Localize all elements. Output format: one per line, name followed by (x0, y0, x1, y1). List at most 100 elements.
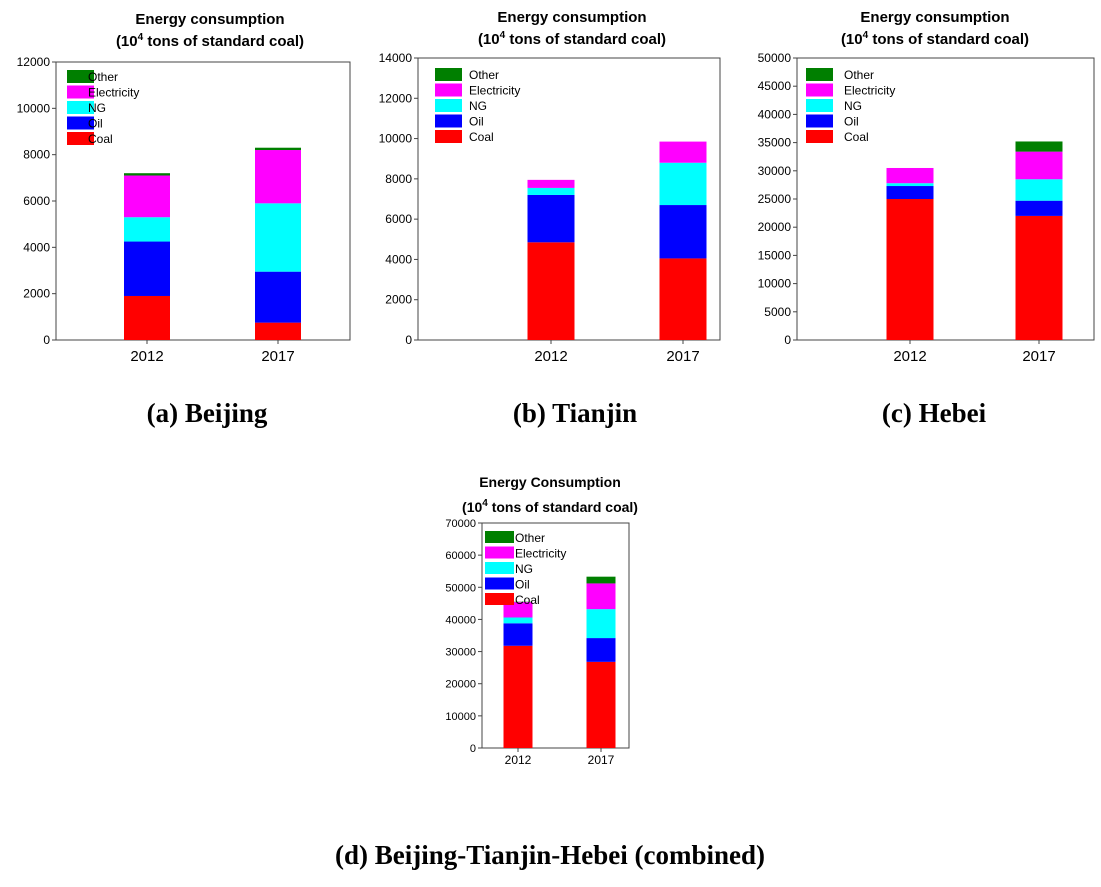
legend-swatch-other (806, 68, 833, 81)
bar-2017-electricity (1015, 151, 1063, 180)
y-tick-label: 2000 (385, 293, 412, 307)
bar-2012-ng (527, 187, 575, 195)
legend-label-electricity: Electricity (844, 84, 895, 98)
y-tick-label: 45000 (758, 79, 792, 93)
bar-2012-electricity (124, 175, 170, 218)
bar-2017-ng (659, 162, 707, 206)
legend-swatch-oil (67, 116, 94, 130)
legend-swatch-other (485, 531, 514, 543)
x-tick-label: 2012 (534, 348, 567, 365)
legend-label-other: Other (88, 70, 118, 84)
y-tick-label: 25000 (758, 192, 792, 206)
chart-title: Energy consumption (860, 9, 1009, 26)
y-tick-label: 12000 (17, 55, 51, 69)
x-tick-label: 2012 (893, 348, 926, 365)
y-tick-label: 0 (43, 333, 50, 347)
bar-2017-coal (659, 258, 707, 340)
bar-2017-oil (586, 638, 616, 662)
chart-title: Energy consumption (135, 11, 284, 28)
legend-swatch-coal (806, 130, 833, 143)
x-tick-label: 2017 (1022, 348, 1055, 365)
chart-subtitle: (104 tons of standard coal) (478, 30, 666, 48)
y-tick-label: 30000 (445, 647, 476, 659)
bar-2017-other (1015, 141, 1063, 152)
bar-2017-electricity (586, 583, 616, 610)
caption-tianjin: (b) Tianjin (512, 398, 638, 428)
bar-2012-other (124, 173, 170, 176)
legend-swatch-electricity (806, 83, 833, 97)
bar-2012-oil (124, 241, 170, 296)
legend-label-ng: NG (515, 562, 533, 576)
y-tick-label: 50000 (445, 582, 476, 594)
y-tick-label: 10000 (17, 101, 51, 115)
legend-label-oil: Oil (469, 115, 484, 129)
y-tick-label: 50000 (758, 51, 792, 65)
bar-2012-coal (503, 645, 533, 748)
bar-2012-electricity (527, 179, 575, 188)
legend-label-oil: Oil (88, 117, 103, 131)
caption-beijing: (a) Beijing (146, 398, 268, 428)
bar-2017-ng (586, 609, 616, 639)
y-tick-label: 8000 (23, 148, 50, 162)
bar-2012-coal (124, 295, 170, 340)
chart-tianjin: Energy consumption (104 tons of standard … (360, 0, 730, 380)
legend-swatch-oil (485, 577, 514, 590)
x-tick-label: 2012 (130, 348, 163, 365)
legend-label-other: Other (469, 68, 499, 82)
legend-swatch-coal (485, 593, 514, 605)
legend-label-coal: Coal (515, 593, 540, 607)
legend-label-coal: Coal (469, 130, 494, 144)
legend-label-ng: NG (88, 101, 106, 115)
legend-swatch-other (435, 68, 462, 81)
caption-hebei: (c) Hebei (881, 398, 987, 428)
bar-2017-other (255, 147, 301, 151)
chart-combined: Energy Consumption (104 tons of standard … (400, 460, 700, 810)
legend-label-oil: Oil (844, 115, 859, 129)
bar-2017-coal (1015, 215, 1063, 340)
x-tick-label: 2017 (588, 753, 615, 767)
bar-2017-oil (659, 205, 707, 259)
chart-beijing: Energy consumption (104 tons of standard … (0, 0, 360, 380)
bar-2012-oil (527, 194, 575, 243)
y-tick-label: 10000 (379, 132, 413, 146)
y-tick-label: 20000 (758, 220, 792, 234)
y-tick-label: 30000 (758, 164, 792, 178)
legend-label-coal: Coal (844, 130, 869, 144)
legend-swatch-ng (806, 99, 833, 112)
legend-swatch-electricity (67, 85, 94, 99)
bar-2017-ng (255, 203, 301, 272)
combined-chart-svg: Energy Consumption (104 tons of standard … (445, 474, 638, 767)
legend-swatch-electricity (435, 83, 462, 97)
plot-frame (481, 522, 630, 749)
legend-swatch-ng (485, 562, 514, 574)
chart-subtitle: (104 tons of standard coal) (462, 498, 638, 515)
y-tick-label: 10000 (445, 711, 476, 723)
legend-swatch-oil (806, 114, 833, 128)
y-tick-label: 6000 (385, 212, 412, 226)
x-tick-label: 2012 (505, 753, 532, 767)
legend-swatch-ng (435, 99, 462, 112)
legend-label-oil: Oil (515, 578, 530, 592)
y-tick-label: 20000 (445, 679, 476, 691)
bar-2017-electricity (659, 141, 707, 163)
legend-swatch-coal (67, 132, 94, 145)
y-tick-label: 4000 (385, 252, 412, 266)
y-tick-label: 40000 (758, 107, 792, 121)
y-tick-label: 35000 (758, 136, 792, 150)
chart-subtitle: (104 tons of standard coal) (841, 30, 1029, 48)
y-tick-label: 2000 (23, 287, 50, 301)
bar-2017-other (586, 576, 616, 584)
legend-label-electricity: Electricity (88, 86, 139, 100)
bar-2012-coal (527, 242, 575, 340)
bar-2017-coal (586, 661, 616, 748)
y-tick-label: 5000 (764, 305, 791, 319)
legend-label-electricity: Electricity (515, 547, 566, 561)
bar-2017-coal (255, 322, 301, 340)
bar-2012-oil (503, 623, 533, 646)
bar-2012-electricity (503, 602, 533, 618)
y-tick-label: 6000 (23, 194, 50, 208)
y-tick-label: 60000 (445, 550, 476, 562)
y-tick-label: 0 (470, 743, 476, 755)
bar-2017-oil (255, 271, 301, 323)
y-tick-label: 12000 (379, 91, 413, 105)
